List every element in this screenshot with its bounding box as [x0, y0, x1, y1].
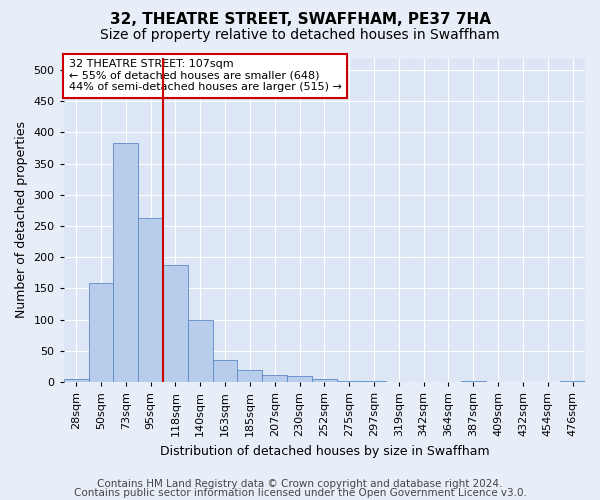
- Text: Contains HM Land Registry data © Crown copyright and database right 2024.: Contains HM Land Registry data © Crown c…: [97, 479, 503, 489]
- Bar: [337, 381, 362, 382]
- Bar: [312, 379, 337, 382]
- Text: Size of property relative to detached houses in Swaffham: Size of property relative to detached ho…: [100, 28, 500, 42]
- Bar: [188, 320, 212, 382]
- Text: 32, THEATRE STREET, SWAFFHAM, PE37 7HA: 32, THEATRE STREET, SWAFFHAM, PE37 7HA: [110, 12, 491, 28]
- X-axis label: Distribution of detached houses by size in Swaffham: Distribution of detached houses by size …: [160, 444, 489, 458]
- Bar: [113, 143, 138, 382]
- Bar: [64, 379, 89, 382]
- Text: Contains public sector information licensed under the Open Government Licence v3: Contains public sector information licen…: [74, 488, 526, 498]
- Bar: [138, 218, 163, 382]
- Bar: [212, 360, 238, 382]
- Text: 32 THEATRE STREET: 107sqm
← 55% of detached houses are smaller (648)
44% of semi: 32 THEATRE STREET: 107sqm ← 55% of detac…: [69, 59, 342, 92]
- Bar: [89, 284, 113, 382]
- Y-axis label: Number of detached properties: Number of detached properties: [15, 122, 28, 318]
- Bar: [262, 374, 287, 382]
- Bar: [238, 370, 262, 382]
- Bar: [163, 264, 188, 382]
- Bar: [287, 376, 312, 382]
